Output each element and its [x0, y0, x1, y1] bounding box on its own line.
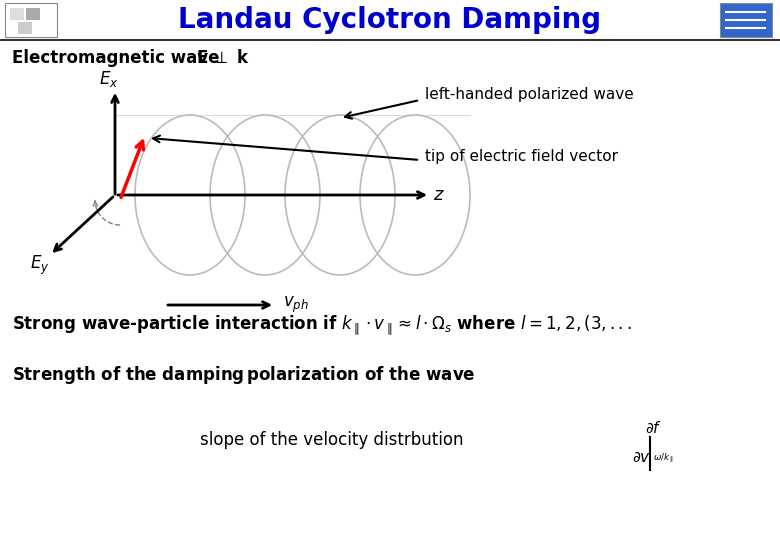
Text: Electromagnetic wave: Electromagnetic wave	[12, 49, 219, 67]
Bar	[18, 22, 32, 34]
Text: left-handed polarized wave: left-handed polarized wave	[425, 87, 633, 103]
Text: tip of electric field vector: tip of electric field vector	[425, 150, 618, 165]
Text: $\partial v$: $\partial v$	[632, 450, 651, 465]
Text: Landau Cyclotron Damping: Landau Cyclotron Damping	[179, 6, 601, 34]
Text: $E_y$: $E_y$	[30, 253, 50, 276]
Text: $E_x$: $E_x$	[99, 69, 119, 89]
Bar	[5, 3, 57, 37]
Text: Strength of the damping$\,$polarization of the wave: Strength of the damping$\,$polarization …	[12, 364, 476, 386]
Text: $\partial f$: $\partial f$	[645, 420, 662, 436]
Text: $_{\omega/k_{\parallel}}$: $_{\omega/k_{\parallel}}$	[653, 452, 674, 465]
Bar	[10, 8, 24, 20]
Text: $z$: $z$	[433, 186, 445, 204]
Text: $v_{ph}$: $v_{ph}$	[283, 295, 309, 315]
Text: slope of the velocity distrbution: slope of the velocity distrbution	[200, 431, 463, 449]
Text: Strong wave-particle interaction if $k_{\parallel}\cdot v_{\parallel}\approx l\c: Strong wave-particle interaction if $k_{…	[12, 313, 632, 337]
Text: $\mathbf{E}\ \perp\ \mathbf{k}$: $\mathbf{E}\ \perp\ \mathbf{k}$	[196, 49, 250, 67]
Bar	[26, 8, 40, 20]
Bar	[720, 3, 772, 37]
